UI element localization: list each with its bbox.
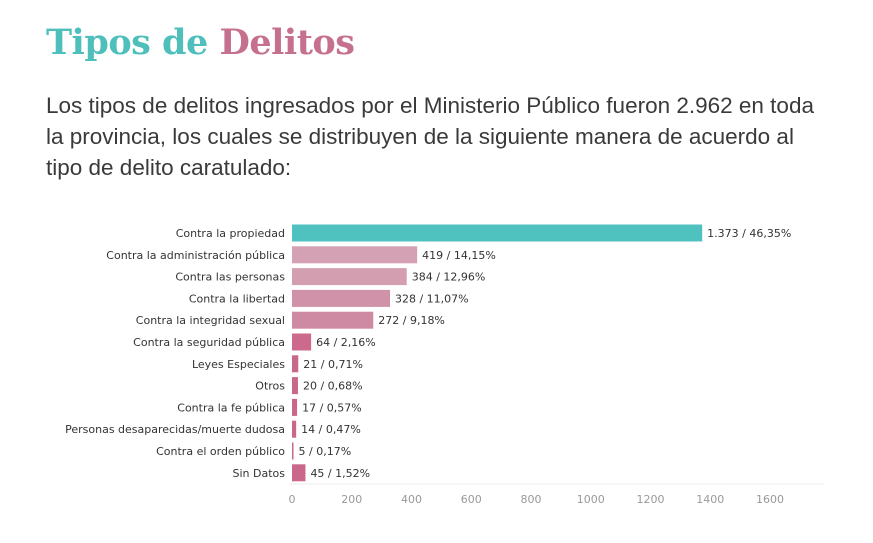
page-title: Tipos de Delitos xyxy=(46,22,355,63)
data-label: 272 / 9,18% xyxy=(378,314,445,327)
data-label: 45 / 1,52% xyxy=(310,467,370,480)
x-tick-label: 800 xyxy=(521,493,542,506)
title-part-1: Tipos de xyxy=(46,22,208,63)
bar xyxy=(292,268,407,286)
data-label: 17 / 0,57% xyxy=(302,401,362,414)
x-tick-label: 1000 xyxy=(577,493,605,506)
bar xyxy=(292,333,312,351)
data-label: 328 / 11,07% xyxy=(395,292,469,305)
category-label: Contra la administración pública xyxy=(106,249,285,262)
category-label: Otros xyxy=(255,380,285,393)
category-label: Contra la fe pública xyxy=(177,401,285,414)
x-tick-label: 400 xyxy=(401,493,422,506)
data-label: 1.373 / 46,35% xyxy=(707,227,791,240)
intro-paragraph: Los tipos de delitos ingresados por el M… xyxy=(46,93,814,180)
data-label: 5 / 0,17% xyxy=(299,445,352,458)
category-label: Leyes Especiales xyxy=(192,358,285,371)
data-label: 419 / 14,15% xyxy=(422,249,496,262)
category-label: Sin Datos xyxy=(233,467,286,480)
x-tick-label: 600 xyxy=(461,493,482,506)
bar xyxy=(292,464,306,482)
data-label: 64 / 2,16% xyxy=(316,336,376,349)
bar xyxy=(292,224,703,242)
category-label: Contra la integridad sexual xyxy=(136,314,285,327)
category-label: Personas desaparecidas/muerte dudosa xyxy=(65,423,285,436)
x-tick-label: 1200 xyxy=(637,493,665,506)
category-label: Contra el orden público xyxy=(156,445,285,458)
x-tick-label: 200 xyxy=(341,493,362,506)
bar xyxy=(292,442,294,460)
title-part-2: Delitos xyxy=(219,22,355,63)
category-label: Contra las personas xyxy=(175,271,285,284)
data-label: 384 / 12,96% xyxy=(412,271,486,284)
bar xyxy=(292,289,390,307)
data-label: 14 / 0,47% xyxy=(301,423,361,436)
bar xyxy=(292,355,299,373)
bar xyxy=(292,246,418,264)
x-tick-label: 0 xyxy=(289,493,296,506)
bar xyxy=(292,377,298,395)
category-label: Contra la propiedad xyxy=(176,227,285,240)
data-label: 20 / 0,68% xyxy=(303,380,363,393)
category-label: Contra la libertad xyxy=(189,292,285,305)
x-tick-label: 1400 xyxy=(696,493,724,506)
bar xyxy=(292,420,297,438)
bar xyxy=(292,311,374,329)
x-tick-label: 1600 xyxy=(756,493,784,506)
category-label: Contra la seguridad pública xyxy=(133,336,285,349)
data-label: 21 / 0,71% xyxy=(303,358,363,371)
bar xyxy=(292,398,298,416)
